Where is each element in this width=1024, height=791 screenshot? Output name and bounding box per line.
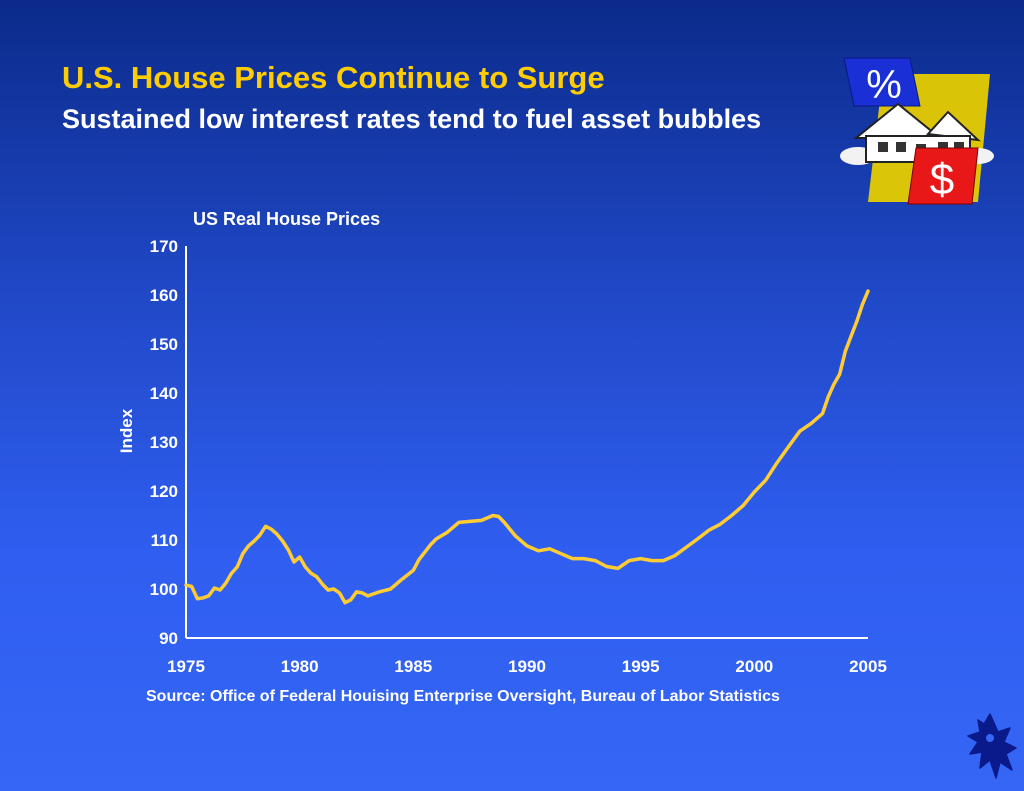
y-tick-label: 90 bbox=[159, 629, 178, 648]
x-tick-labels: 1975 1980 1985 1990 1995 2000 2005 bbox=[167, 657, 887, 676]
x-tick-label: 2005 bbox=[849, 657, 887, 676]
y-axis-label: Index bbox=[117, 408, 136, 453]
source-note: Source: Office of Federal Houising Enter… bbox=[146, 688, 780, 705]
x-tick-label: 1990 bbox=[508, 657, 546, 676]
y-tick-label: 120 bbox=[150, 482, 178, 501]
y-tick-label: 130 bbox=[150, 433, 178, 452]
y-tick-label: 170 bbox=[150, 237, 178, 256]
x-tick-label: 1995 bbox=[622, 657, 660, 676]
x-tick-label: 1985 bbox=[394, 657, 432, 676]
y-tick-labels: 90 100 110 120 130 140 150 160 170 bbox=[150, 237, 178, 648]
x-tick-label: 1975 bbox=[167, 657, 205, 676]
x-tick-label: 2000 bbox=[735, 657, 773, 676]
y-tick-label: 160 bbox=[150, 286, 178, 305]
dollar-sign-text: $ bbox=[930, 155, 954, 204]
percent-sign-icon bbox=[843, 57, 921, 107]
griffin-logo-icon bbox=[967, 713, 1017, 779]
percent-sign-text: % bbox=[866, 63, 902, 107]
y-tick-label: 140 bbox=[150, 384, 178, 403]
slide-title: U.S. House Prices Continue to Surge bbox=[62, 60, 605, 95]
slide-subtitle: Sustained low interest rates tend to fue… bbox=[62, 104, 762, 134]
series-line-house-prices bbox=[184, 289, 870, 605]
y-tick-label: 150 bbox=[150, 335, 178, 354]
y-tick-label: 110 bbox=[151, 531, 178, 550]
chart-title: US Real House Prices bbox=[193, 209, 381, 229]
house-finance-clipart: % $ bbox=[840, 57, 994, 205]
x-tick-label: 1980 bbox=[281, 657, 319, 676]
y-tick-label: 100 bbox=[150, 580, 178, 599]
dollar-sign-icon bbox=[907, 147, 979, 205]
